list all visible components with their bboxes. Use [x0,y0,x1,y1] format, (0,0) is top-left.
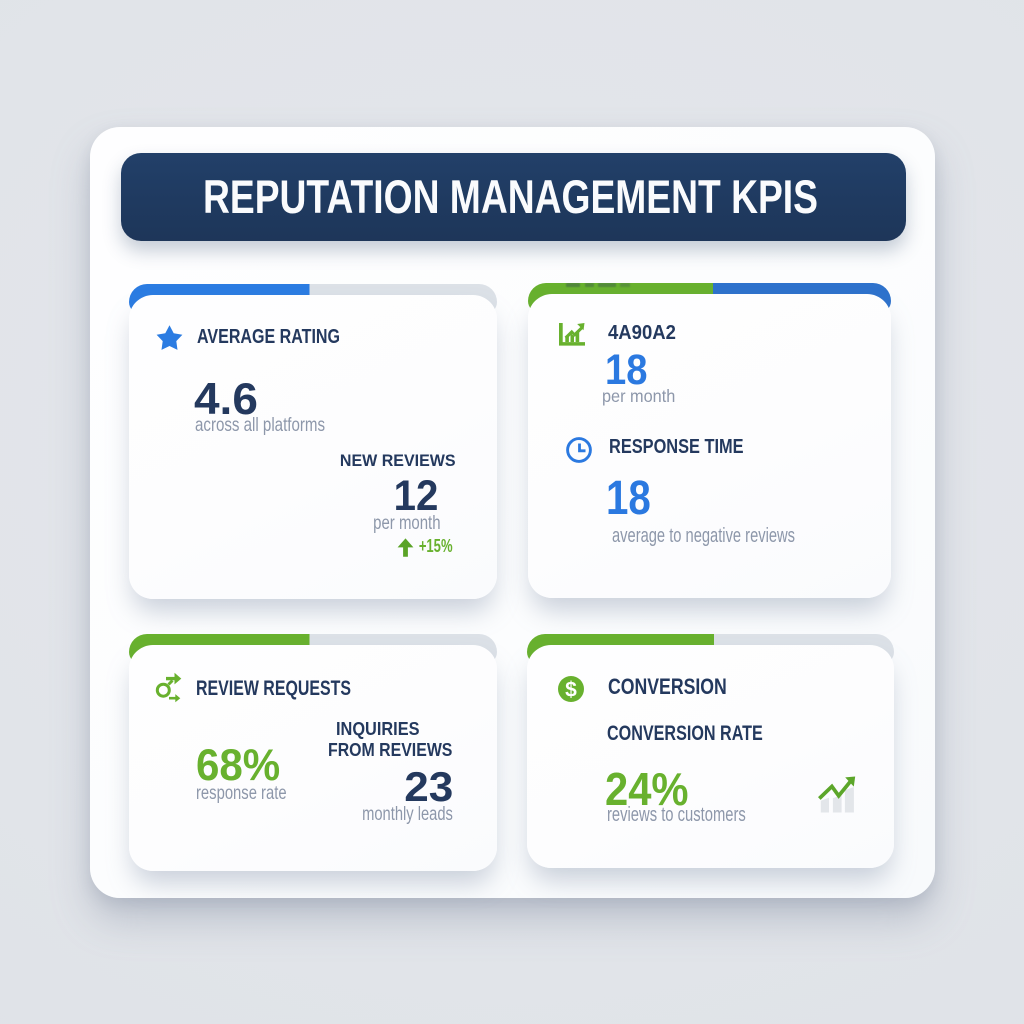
svg-text:$: $ [565,678,577,701]
